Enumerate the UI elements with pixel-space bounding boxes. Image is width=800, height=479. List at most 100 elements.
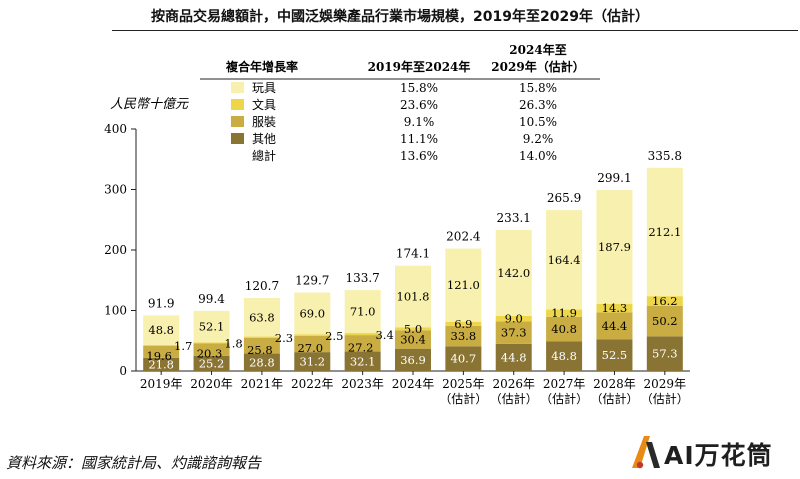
bar-segment-1-3 [294,335,331,353]
label-stationery-3: 2.5 [325,329,343,343]
label-toys-4: 71.0 [350,305,376,319]
label-toys-1: 52.1 [199,320,225,334]
x-tick-label-8: 2027年 [543,377,586,391]
label-other-6: 40.7 [451,352,477,366]
label-other-5: 36.9 [400,353,426,367]
bar-segment-1-1 [193,343,230,356]
label-stationery-5: 5.0 [404,322,422,336]
bar-segment-0-1 [193,355,230,371]
legend-row-label-1: 文具 [252,97,276,112]
label-stationery-10: 16.2 [652,294,678,308]
bar-segment-0-5 [395,348,431,371]
x-tick-sublabel-10: （估計） [641,391,689,406]
bar-segment-0-3 [294,352,331,371]
chart-title: 按商品交易總額計，中國泛娛樂產品行業市場規模，2019年至2029年（估計） [151,9,649,25]
x-tick-label-2: 2021年 [241,377,284,391]
bar-segment-3-1 [193,310,230,343]
x-tick-label-10: 2029年 [644,377,687,391]
bar-segment-1-6 [445,325,482,347]
label-apparel-4: 27.2 [348,340,374,354]
legend-header-period1: 2019年至2024年 [368,59,471,74]
y-axis-title: 人民幣十億元 [110,97,189,112]
label-apparel-6: 33.8 [451,329,477,343]
logo-text: AI万花筒 [664,441,773,470]
bar-segment-1-0 [143,345,180,358]
label-stationery-8: 11.9 [551,306,577,320]
label-total-10: 335.8 [648,149,682,163]
label-apparel-9: 44.4 [602,319,628,333]
bar-segment-1-2 [243,337,280,354]
brand-logo: AI万花筒 [628,432,788,474]
label-toys-5: 101.8 [397,289,430,303]
y-tick-label-3: 300 [104,183,127,197]
label-total-0: 91.9 [148,296,175,310]
label-other-7: 44.8 [501,350,527,364]
legend-row-cagr1-2: 9.1% [404,115,435,129]
legend-row-cagr1-3: 11.1% [400,132,438,146]
legend-row-label-4: 總計 [252,148,276,163]
legend-row-cagr1-0: 15.8% [400,81,438,95]
x-tick-label-1: 2020年 [190,377,233,391]
x-tick-label-5: 2024年 [392,377,435,391]
label-other-4: 32.1 [350,354,376,368]
chart-labels: 2019年21.819.61.748.891.92020年25.220.31.8… [140,149,689,406]
label-stationery-6: 6.9 [454,317,472,331]
label-stationery-1: 1.8 [224,336,242,350]
bar-segment-0-10 [646,336,683,371]
bar-segment-2-7 [495,315,532,322]
x-tick-label-3: 2022年 [291,377,334,391]
x-tick-sublabel-8: （估計） [540,391,588,406]
bar-segment-2-6 [445,321,482,326]
legend-row-cagr2-2: 10.5% [519,115,557,129]
label-other-0: 21.8 [148,357,174,371]
bar-segment-3-2 [243,297,280,337]
y-tick-label-1: 100 [104,304,127,318]
bar-segment-1-10 [646,305,683,337]
x-tick-sublabel-6: （估計） [439,391,487,406]
label-stationery-9: 14.3 [602,301,628,315]
bar-segment-2-5 [395,327,431,331]
x-tick-sublabel-9: （估計） [590,391,638,406]
bar-segment-2-9 [596,303,633,313]
bar-segment-0-4 [344,351,381,371]
bar-segment-3-5 [395,265,431,328]
legend-header-period2-line1: 2024年至 [509,42,566,57]
legend-row-cagr2-4: 14.0% [519,149,557,163]
label-stationery-7: 9.0 [505,312,523,326]
label-toys-10: 212.1 [648,225,681,239]
bar-segment-2-8 [546,309,583,317]
bar-segment-3-7 [495,229,532,316]
label-total-4: 133.7 [345,271,379,285]
label-toys-0: 48.8 [148,323,174,337]
label-total-1: 99.4 [198,292,225,306]
label-total-3: 129.7 [295,274,329,288]
label-apparel-7: 37.3 [501,326,527,340]
legend-swatch-0 [231,82,244,93]
label-stationery-2: 2.3 [275,331,293,345]
bar-segment-2-1 [193,342,230,344]
label-other-3: 31.2 [299,355,325,369]
legend-row-cagr1-4: 13.6% [400,149,438,163]
bar-segment-3-4 [344,290,381,334]
label-other-2: 28.8 [249,355,275,369]
legend-swatch-3 [231,133,244,144]
label-toys-7: 142.0 [497,266,530,280]
label-toys-6: 121.0 [447,278,480,292]
x-tick-label-7: 2026年 [492,377,535,391]
x-tick-label-0: 2019年 [140,377,183,391]
bar-segment-1-4 [344,335,381,352]
label-total-9: 299.1 [597,171,631,185]
bar-segment-0-6 [445,346,482,371]
bar-segment-3-10 [646,167,683,297]
bar-segment-0-9 [596,339,633,371]
label-apparel-8: 40.8 [551,322,577,336]
bar-segment-1-8 [546,316,583,342]
legend-header-period2-line2: 2029年（估計） [491,59,584,74]
bar-segment-0-7 [495,343,532,371]
label-toys-8: 164.4 [548,253,581,267]
legend-row-cagr1-1: 23.6% [400,98,438,112]
y-tick-label-2: 200 [104,243,127,257]
bar-segment-1-5 [395,330,431,349]
label-total-5: 174.1 [396,247,430,261]
